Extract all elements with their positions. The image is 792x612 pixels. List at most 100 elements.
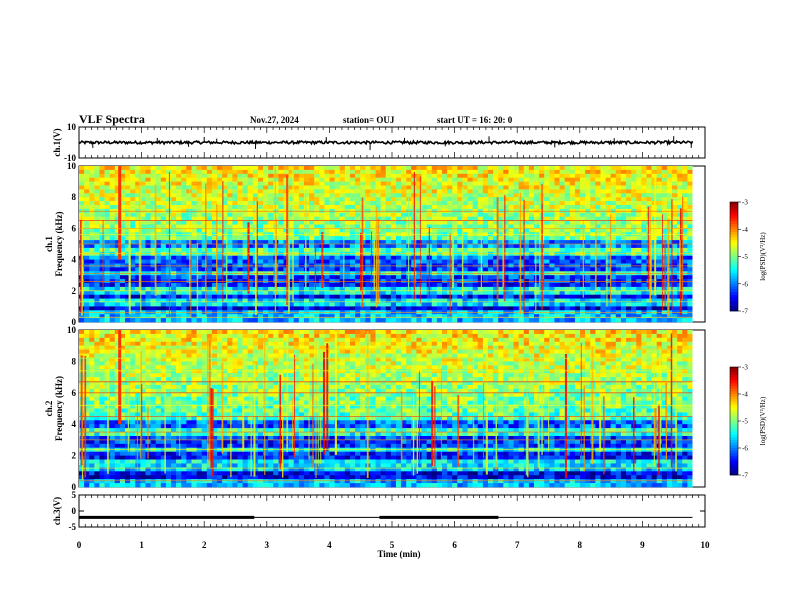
spectrogram-cell bbox=[390, 302, 397, 307]
spectrogram-cell bbox=[130, 306, 136, 311]
spectrogram-cell bbox=[360, 306, 366, 311]
spectrogram-cell bbox=[631, 216, 637, 221]
spectrogram-cell bbox=[171, 220, 177, 225]
spectrogram-cell bbox=[441, 283, 448, 288]
spectrogram-cell bbox=[160, 259, 167, 264]
spectrogram-cell bbox=[145, 236, 151, 241]
spectrogram-cell bbox=[477, 286, 484, 292]
spectrogram-cell bbox=[84, 193, 90, 198]
spectrogram-cell bbox=[482, 286, 489, 292]
spectrogram-cell bbox=[191, 259, 197, 264]
spectrogram-cell bbox=[687, 275, 693, 280]
spectrogram-cell bbox=[365, 306, 371, 311]
spectrogram-cell bbox=[636, 286, 642, 292]
spectrogram-cell bbox=[595, 185, 601, 190]
spectrogram-cell bbox=[416, 259, 422, 264]
spectrogram-cell bbox=[309, 251, 315, 256]
spectrogram-cell bbox=[477, 181, 484, 186]
spectrogram-cell bbox=[181, 247, 187, 253]
spectrogram-cell bbox=[196, 267, 202, 272]
spectrogram-cell bbox=[84, 259, 90, 264]
spectrogram-cell bbox=[426, 185, 433, 190]
spectrogram-cell bbox=[682, 236, 688, 241]
spectrogram-cell bbox=[493, 251, 499, 256]
spectrogram-cell bbox=[677, 236, 683, 241]
spectrogram-cell bbox=[314, 189, 320, 194]
spectrogram-cell bbox=[355, 189, 361, 194]
spectrogram-cell bbox=[319, 212, 325, 217]
spectrogram-cell bbox=[293, 255, 300, 260]
spectrogram-cell bbox=[559, 201, 565, 206]
spectrogram-cell bbox=[125, 255, 131, 260]
spectrogram-cell bbox=[641, 181, 647, 186]
spectrogram-cell bbox=[569, 201, 576, 206]
spectrogram-cell bbox=[682, 267, 688, 272]
spectrogram-cell bbox=[211, 193, 218, 198]
spectrogram-cell bbox=[390, 197, 397, 202]
spectrogram-cell bbox=[242, 294, 248, 299]
spectrogram-cell bbox=[171, 251, 177, 256]
spectrogram-cell bbox=[467, 236, 473, 241]
spectrogram-cell bbox=[406, 173, 412, 178]
spectrogram-cell bbox=[431, 224, 438, 229]
spectrogram-cell bbox=[222, 302, 228, 307]
spectrogram-cell bbox=[595, 240, 601, 245]
spectrogram-cell bbox=[605, 244, 611, 249]
spectrogram-cell bbox=[150, 267, 156, 272]
spectrogram-cell bbox=[452, 240, 458, 245]
spectrogram-cell bbox=[569, 251, 576, 256]
spectrogram-cell bbox=[462, 244, 468, 249]
spectrogram-cell bbox=[395, 224, 402, 229]
spectrogram-cell bbox=[303, 205, 310, 210]
spectrogram-cell bbox=[605, 197, 611, 202]
spectrogram-cell bbox=[119, 294, 126, 299]
spectrogram-cell bbox=[554, 251, 560, 256]
spectrogram-cell bbox=[104, 286, 110, 292]
spectrogram-cell bbox=[206, 197, 213, 202]
spectrogram-cell bbox=[314, 283, 320, 288]
spectrogram-cell bbox=[544, 283, 550, 288]
spectrogram-cell bbox=[370, 189, 376, 194]
spectrogram-cell bbox=[441, 306, 448, 311]
spectrogram-cell bbox=[211, 290, 218, 295]
spectrogram-cell bbox=[84, 251, 90, 256]
spectrogram-cell bbox=[324, 177, 330, 182]
spectrogram-cell bbox=[303, 201, 310, 206]
spectrogram-cell bbox=[503, 169, 509, 175]
spectrogram-cell bbox=[104, 201, 110, 206]
spectrogram-cell bbox=[303, 255, 310, 260]
spectrogram-cell bbox=[534, 255, 540, 260]
spectrogram-cell bbox=[222, 259, 228, 264]
spectrogram-cell bbox=[590, 302, 596, 307]
spectrogram-cell bbox=[482, 251, 489, 256]
spectrogram-cell bbox=[631, 294, 637, 299]
spectrogram-cell bbox=[217, 177, 223, 182]
spectrogram-cell bbox=[401, 298, 407, 303]
spectrogram-cell bbox=[401, 212, 407, 217]
spectrogram-cell bbox=[334, 177, 341, 182]
spectrogram-cell bbox=[206, 173, 213, 178]
spectrogram-cell bbox=[329, 267, 335, 272]
spectrogram-cell bbox=[99, 255, 105, 260]
spectrogram-cell bbox=[436, 197, 443, 202]
spectrogram-cell bbox=[493, 247, 499, 253]
spectrogram-cell bbox=[303, 244, 310, 249]
spectrogram-cell bbox=[268, 169, 274, 175]
spectrogram-cell bbox=[631, 220, 637, 225]
spectrogram-cell bbox=[339, 306, 346, 311]
spectrogram-cell bbox=[513, 189, 519, 194]
spectrogram-cell bbox=[636, 220, 642, 225]
spectrogram-cell bbox=[493, 244, 499, 249]
spectrogram-cell bbox=[247, 189, 254, 194]
spectrogram-cell bbox=[222, 169, 228, 175]
spectrogram-cell bbox=[171, 283, 177, 288]
spectrogram-cell bbox=[641, 228, 647, 233]
spectrogram-cell bbox=[247, 201, 254, 206]
spectrogram-cell bbox=[150, 298, 156, 303]
spectrogram-cell bbox=[421, 169, 427, 175]
spectrogram-cell bbox=[324, 294, 330, 299]
spectrogram-cell bbox=[508, 294, 514, 299]
spectrogram-cell bbox=[518, 286, 525, 292]
spectrogram-cell bbox=[380, 247, 387, 253]
spectrogram-cell bbox=[160, 247, 167, 253]
